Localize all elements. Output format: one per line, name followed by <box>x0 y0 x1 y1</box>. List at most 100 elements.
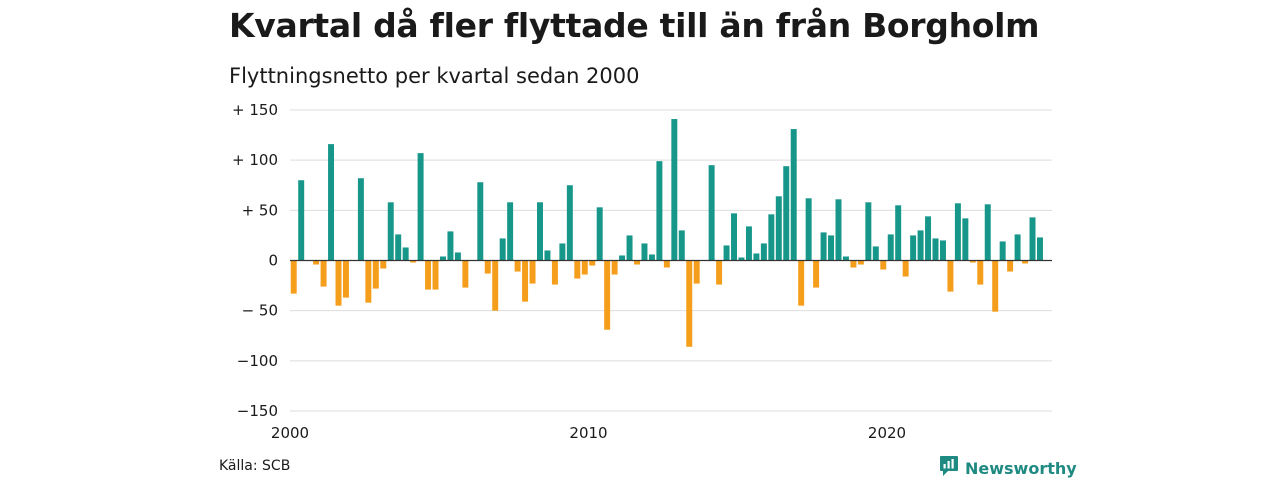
x-tick-label: 2000 <box>271 424 309 442</box>
bar <box>1014 234 1021 261</box>
bar <box>551 260 558 285</box>
y-tick-label: − 50 <box>242 302 278 320</box>
chart-subtitle: Flyttningsnetto per kvartal sedan 2000 <box>229 64 640 88</box>
bar <box>723 245 730 261</box>
bar <box>544 250 551 261</box>
bar <box>828 235 835 261</box>
bars <box>290 119 1043 347</box>
bar <box>895 205 902 261</box>
bar <box>417 153 424 261</box>
bar <box>775 196 782 261</box>
bar <box>910 235 917 261</box>
x-axis-labels: 2000 2010 2020 <box>271 424 906 442</box>
bar <box>581 260 588 275</box>
bar <box>880 260 887 270</box>
bar <box>813 260 820 288</box>
bar <box>522 260 529 302</box>
bar <box>962 218 969 261</box>
bar <box>320 260 327 287</box>
bar <box>999 241 1006 261</box>
bar <box>902 260 909 277</box>
bar <box>626 235 633 261</box>
bar <box>984 204 991 261</box>
bar <box>671 119 678 261</box>
bar <box>641 243 648 261</box>
bar <box>716 260 723 285</box>
bar <box>731 213 738 261</box>
bar <box>492 260 499 311</box>
bar <box>342 260 349 298</box>
bar <box>656 161 663 261</box>
bar <box>738 257 745 261</box>
bar <box>290 260 297 294</box>
bar <box>648 254 655 261</box>
bar <box>559 243 566 261</box>
bar <box>969 260 976 263</box>
bar <box>917 230 924 261</box>
bar <box>328 144 335 261</box>
bar <box>634 260 640 265</box>
bar <box>596 207 603 261</box>
bar <box>925 216 932 261</box>
chart-title: Kvartal då fler flyttade till än från Bo… <box>229 6 1040 45</box>
bar <box>1029 217 1036 261</box>
bar <box>708 165 715 261</box>
source-note: Källa: SCB <box>219 458 291 474</box>
bar <box>604 260 611 330</box>
brand-logo[interactable]: Newsworthy <box>939 455 1077 481</box>
bar <box>805 198 812 261</box>
newsworthy-logo-icon <box>939 455 959 481</box>
bar <box>387 202 394 261</box>
bar <box>298 180 305 261</box>
x-tick-label: 2010 <box>569 424 607 442</box>
bar <box>1036 237 1043 261</box>
bar <box>783 166 790 261</box>
bar <box>514 260 521 272</box>
y-axis-labels: + 150 + 100 + 50 0 − 50 −100 −150 <box>232 101 278 420</box>
bar <box>395 234 402 261</box>
bar <box>872 246 879 261</box>
bar <box>611 260 618 275</box>
bar <box>574 260 581 279</box>
bar <box>372 260 379 289</box>
bar <box>313 260 320 265</box>
bar <box>865 202 872 261</box>
y-tick-label: 0 <box>268 252 278 270</box>
bar <box>589 260 596 266</box>
bar <box>693 260 700 284</box>
bar <box>462 260 469 288</box>
bar <box>745 226 752 261</box>
bar <box>529 260 536 284</box>
y-tick-label: + 50 <box>242 201 278 219</box>
bar <box>507 202 514 261</box>
bar <box>537 202 543 261</box>
bar <box>619 255 626 261</box>
bar <box>992 260 999 312</box>
bar <box>410 260 417 263</box>
bar <box>686 260 693 347</box>
bar <box>484 260 491 274</box>
bar <box>402 247 409 261</box>
bar <box>454 252 461 261</box>
bar <box>977 260 984 285</box>
bar <box>477 182 484 261</box>
bar <box>842 256 849 261</box>
bar <box>954 203 961 261</box>
bar <box>753 253 760 261</box>
brand-name: Newsworthy <box>965 458 1077 478</box>
bar <box>850 260 857 268</box>
bar <box>835 199 842 261</box>
bar <box>939 240 946 261</box>
bar <box>566 185 573 261</box>
bar <box>432 260 439 290</box>
bar <box>768 214 775 261</box>
bar <box>1022 260 1029 264</box>
grid-lines <box>290 109 1052 412</box>
bar <box>857 260 864 265</box>
bar <box>439 256 446 261</box>
bar <box>790 129 797 261</box>
bar <box>947 260 954 292</box>
bar <box>499 238 506 261</box>
x-tick-label: 2020 <box>868 424 906 442</box>
bar <box>760 243 767 261</box>
